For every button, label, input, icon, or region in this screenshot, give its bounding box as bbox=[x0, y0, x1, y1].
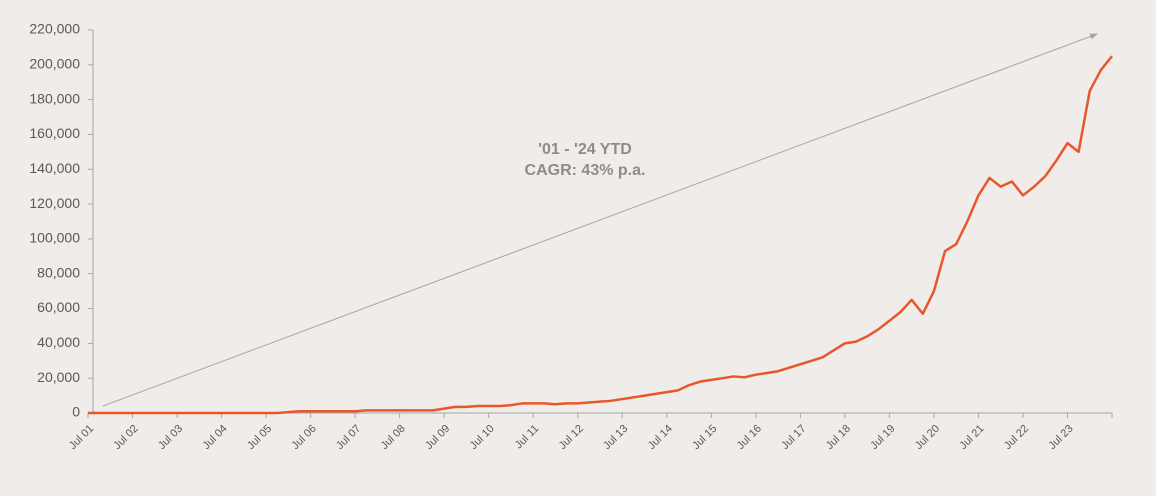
x-tick-label: Jul 13 bbox=[601, 423, 630, 452]
y-tick-label: 220,000 bbox=[29, 21, 80, 37]
x-tick-label: Jul 19 bbox=[868, 423, 897, 452]
x-tick-label: Jul 22 bbox=[1002, 423, 1031, 452]
annotation: '01 - '24 YTD bbox=[538, 141, 632, 158]
x-tick-label: Jul 15 bbox=[690, 423, 719, 452]
x-tick-label: Jul 18 bbox=[824, 423, 853, 452]
x-tick-label: Jul 03 bbox=[156, 423, 185, 452]
cagr-arrow bbox=[102, 33, 1098, 407]
y-tick-label: 20,000 bbox=[37, 369, 80, 385]
x-tick-label: Jul 23 bbox=[1046, 423, 1075, 452]
x-tick-label: Jul 12 bbox=[557, 423, 586, 452]
x-tick-label: Jul 20 bbox=[913, 423, 942, 452]
x-tick-label: Jul 01 bbox=[67, 423, 96, 452]
y-tick-label: 140,000 bbox=[29, 160, 80, 176]
x-tick-label: Jul 11 bbox=[513, 423, 542, 452]
x-tick-label: Jul 21 bbox=[957, 423, 986, 452]
annotation: CAGR: 43% p.a. bbox=[525, 162, 646, 179]
y-tick-label: 120,000 bbox=[29, 195, 80, 211]
x-tick-label: Jul 16 bbox=[735, 423, 764, 452]
y-tick-label: 160,000 bbox=[29, 125, 80, 141]
y-tick-label: 40,000 bbox=[37, 334, 80, 350]
x-tick-label: Jul 09 bbox=[423, 423, 452, 452]
x-tick-label: Jul 06 bbox=[290, 423, 319, 452]
y-tick-label: 60,000 bbox=[37, 299, 80, 315]
y-tick-label: 200,000 bbox=[29, 56, 80, 72]
x-tick-label: Jul 05 bbox=[245, 423, 274, 452]
x-tick-label: Jul 07 bbox=[334, 423, 363, 452]
x-tick-label: Jul 14 bbox=[646, 423, 675, 452]
y-tick-label: 0 bbox=[72, 404, 80, 420]
x-tick-label: Jul 08 bbox=[379, 423, 408, 452]
x-tick-label: Jul 02 bbox=[111, 423, 140, 452]
line bbox=[88, 55, 1113, 415]
y-tick-label: 100,000 bbox=[29, 230, 80, 246]
x-tick-label: Jul 17 bbox=[779, 423, 808, 452]
x-tick-label: Jul 10 bbox=[468, 423, 497, 452]
x-tick-label: Jul 04 bbox=[200, 423, 229, 452]
y-tick-label: 180,000 bbox=[29, 90, 80, 106]
y-tick-label: 80,000 bbox=[37, 264, 80, 280]
